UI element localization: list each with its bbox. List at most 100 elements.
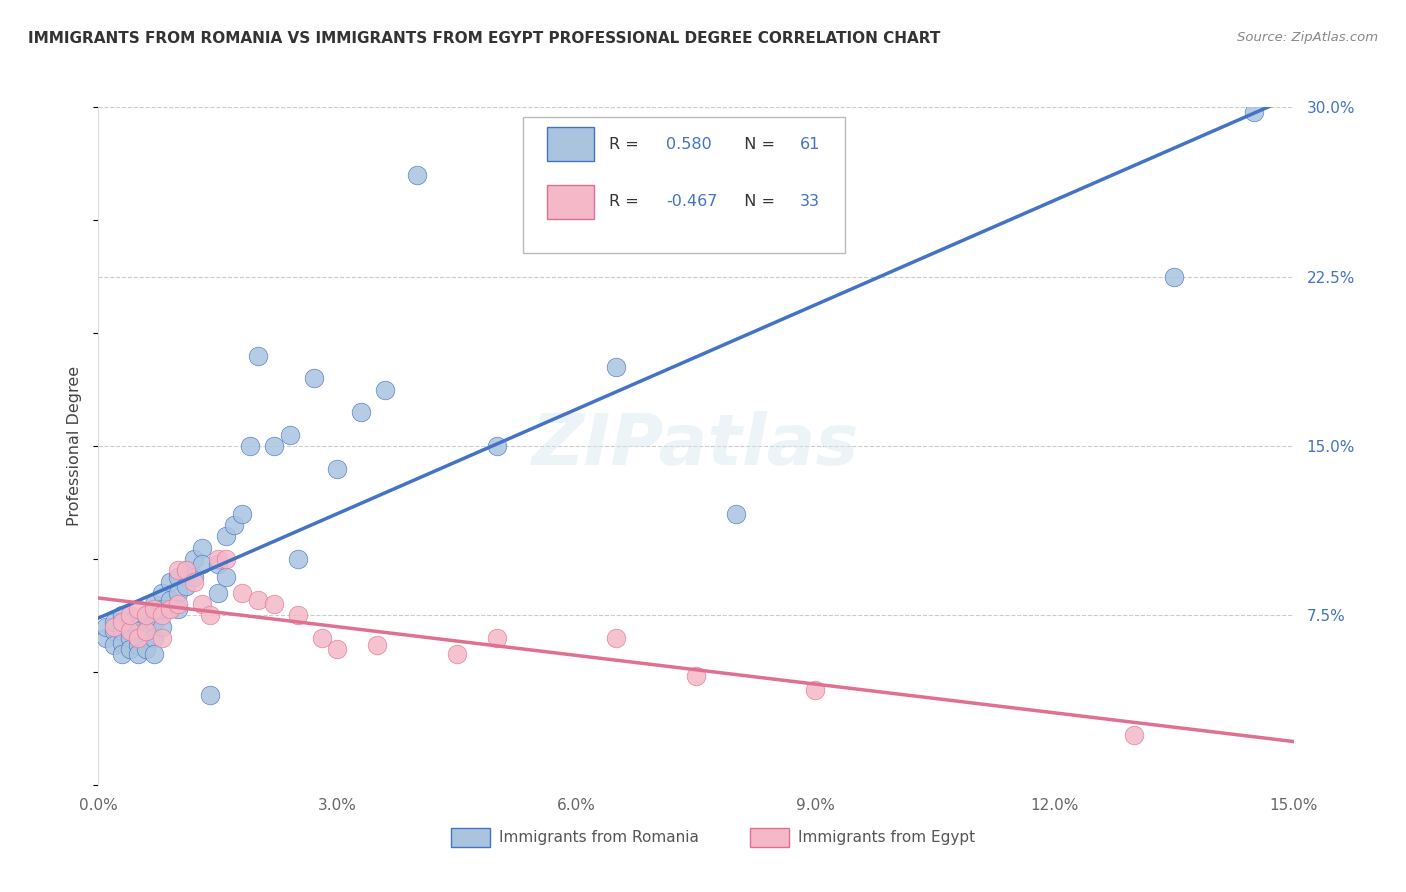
Point: [127, 624, 149, 639]
Point: [350, 405, 373, 419]
Point: [127, 647, 149, 661]
Point: [159, 592, 181, 607]
Point: [103, 638, 125, 652]
Point: [302, 371, 325, 385]
Point: [150, 601, 173, 615]
Text: Immigrants from Egypt: Immigrants from Egypt: [797, 830, 974, 845]
Point: [120, 615, 142, 630]
Point: [374, 383, 396, 397]
Point: [111, 635, 134, 649]
Point: [446, 647, 468, 661]
Point: [311, 631, 333, 645]
Point: [287, 552, 309, 566]
Point: [96, 620, 118, 634]
Text: -0.467: -0.467: [666, 194, 717, 210]
Point: [150, 631, 173, 645]
Point: [167, 570, 190, 584]
Point: [127, 631, 149, 645]
Point: [111, 615, 134, 630]
Point: [183, 552, 205, 566]
Point: [804, 683, 827, 698]
FancyBboxPatch shape: [547, 185, 595, 219]
Point: [167, 586, 190, 600]
Point: [135, 608, 157, 623]
Point: [183, 574, 205, 589]
Point: [127, 601, 149, 615]
Text: ZIPatlas: ZIPatlas: [533, 411, 859, 481]
Point: [485, 631, 508, 645]
Point: [159, 574, 181, 589]
Point: [174, 563, 197, 577]
Point: [222, 518, 245, 533]
Point: [605, 359, 627, 374]
Point: [406, 168, 429, 182]
Text: N =: N =: [734, 194, 780, 210]
Point: [191, 541, 214, 555]
Point: [326, 642, 349, 657]
Point: [167, 597, 190, 611]
Text: IMMIGRANTS FROM ROMANIA VS IMMIGRANTS FROM EGYPT PROFESSIONAL DEGREE CORRELATION: IMMIGRANTS FROM ROMANIA VS IMMIGRANTS FR…: [28, 31, 941, 46]
Point: [167, 601, 190, 615]
Point: [174, 563, 197, 577]
FancyBboxPatch shape: [523, 117, 845, 252]
Point: [143, 615, 166, 630]
Point: [198, 688, 221, 702]
Point: [135, 624, 157, 639]
Text: N =: N =: [734, 136, 780, 152]
Point: [120, 620, 142, 634]
Point: [135, 642, 157, 657]
Point: [103, 624, 125, 639]
Point: [127, 638, 149, 652]
Point: [96, 631, 118, 645]
Point: [207, 557, 229, 571]
Point: [246, 349, 269, 363]
Point: [183, 570, 205, 584]
Y-axis label: Professional Degree: Professional Degree: [67, 366, 83, 526]
Point: [127, 631, 149, 645]
Point: [207, 586, 229, 600]
Text: R =: R =: [609, 136, 648, 152]
Point: [246, 592, 269, 607]
Point: [685, 669, 707, 683]
Point: [167, 563, 190, 577]
Point: [143, 647, 166, 661]
Text: Source: ZipAtlas.com: Source: ZipAtlas.com: [1237, 31, 1378, 45]
Point: [215, 529, 238, 543]
Point: [1123, 728, 1146, 742]
Point: [159, 601, 181, 615]
Point: [111, 647, 134, 661]
Point: [207, 552, 229, 566]
Point: [150, 620, 173, 634]
Point: [263, 439, 285, 453]
Point: [485, 439, 508, 453]
Point: [215, 552, 238, 566]
Point: [120, 608, 142, 623]
Point: [215, 570, 238, 584]
Point: [120, 631, 142, 645]
Point: [111, 608, 134, 623]
Text: 33: 33: [800, 194, 820, 210]
Point: [287, 608, 309, 623]
Point: [143, 601, 166, 615]
Point: [1243, 104, 1265, 119]
Point: [191, 557, 214, 571]
Point: [231, 586, 253, 600]
Point: [278, 427, 301, 442]
Point: [150, 586, 173, 600]
FancyBboxPatch shape: [749, 829, 789, 847]
Point: [605, 631, 627, 645]
Text: Immigrants from Romania: Immigrants from Romania: [499, 830, 699, 845]
Point: [263, 597, 285, 611]
Point: [103, 615, 125, 630]
Point: [724, 507, 747, 521]
Text: R =: R =: [609, 194, 644, 210]
Point: [103, 620, 125, 634]
FancyBboxPatch shape: [451, 829, 491, 847]
FancyBboxPatch shape: [547, 128, 595, 161]
Point: [239, 439, 262, 453]
Point: [150, 608, 173, 623]
Text: 0.580: 0.580: [666, 136, 711, 152]
Point: [143, 597, 166, 611]
Point: [326, 461, 349, 475]
Point: [1163, 269, 1185, 284]
